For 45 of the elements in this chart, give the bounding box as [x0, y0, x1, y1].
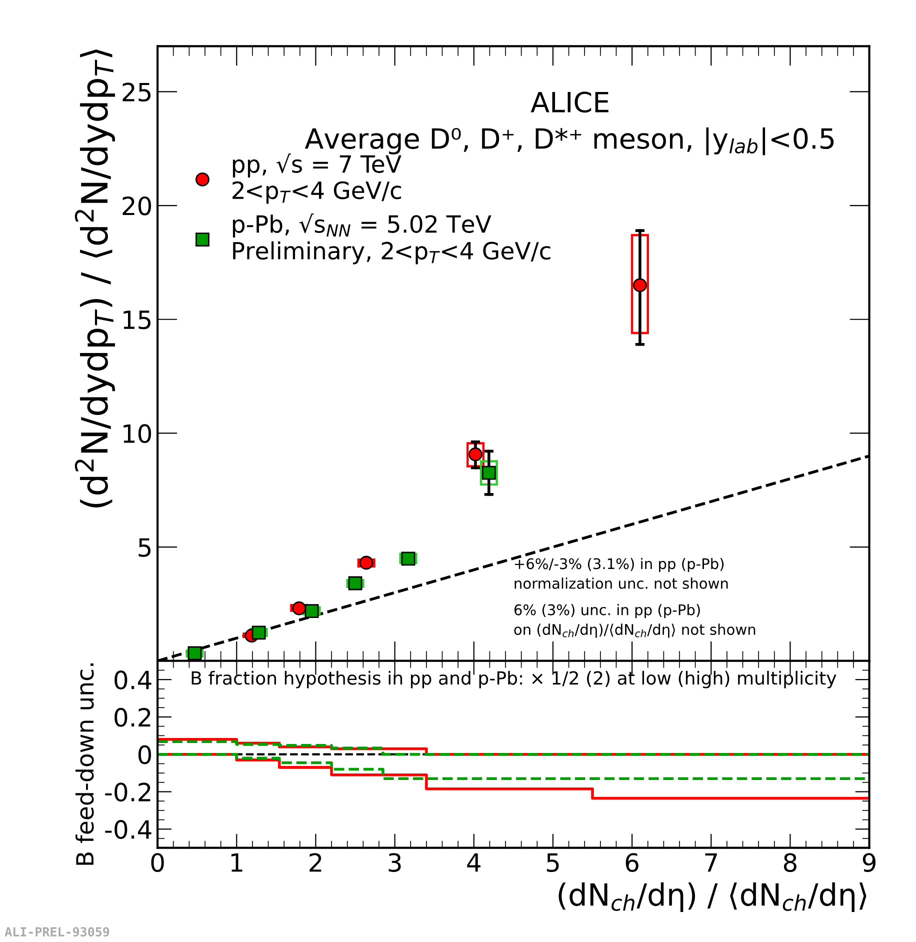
- y-tick-label: 25: [122, 82, 151, 102]
- point: [188, 646, 202, 660]
- annotation: +6%/-3% (3.1%) in pp (p-Pb) normalization unc. not shown: [514, 558, 728, 589]
- x-axis-title: (dN$_{ch}$/dη) / ⟨dN$_{ch}$/dη⟩: [558, 882, 866, 912]
- x-tick-label: 7: [705, 853, 717, 872]
- bar: [346, 578, 364, 588]
- bar: [480, 460, 498, 486]
- y-tick-label: 0.2: [114, 708, 150, 727]
- y-tick-label: 5: [138, 538, 151, 557]
- x-tick-label: 4: [467, 853, 480, 872]
- y-axis-title: B feed-down unc.: [76, 663, 94, 865]
- x-tick-label: 8: [784, 853, 796, 872]
- bar: [186, 650, 204, 658]
- bar: [250, 628, 268, 637]
- x-tick-label: 3: [388, 853, 401, 872]
- annotation: Average D⁰, D⁺, D*⁺ meson, |y$_{lab}$|<0.5: [304, 127, 834, 156]
- bar: [357, 558, 376, 568]
- y-tick-label: 0.4: [114, 670, 152, 690]
- annotation: 6% (3%) unc. in pp (p-Pb) on (dN$_{ch}$/dη)/⟨dN$_{ch}$/dη⟩ not shown: [514, 604, 756, 638]
- annotation: B fraction hypothesis in pp and p-Pb: × 1/2 (2) at low (high) multiplicity: [192, 670, 836, 688]
- bar: [302, 606, 321, 616]
- y-tick-label: -0.4: [105, 820, 152, 839]
- x-tick-label: 1: [231, 853, 242, 872]
- y-tick-label: 20: [122, 196, 152, 216]
- bar: [630, 234, 649, 334]
- x-tick-label: 9: [862, 853, 876, 872]
- point: [304, 604, 319, 618]
- legend-label: p-Pb, √s$_{NN}$ = 5.02 TeV Preliminary, 2<p$_{T}$<4 GeV/c: [232, 213, 550, 264]
- point: [348, 576, 362, 590]
- x-tick-label: 5: [546, 853, 559, 872]
- y-tick-label: -0.2: [105, 782, 150, 802]
- x-tick-label: 0: [151, 853, 164, 872]
- text: ALI-PREL-93059: [4, 927, 110, 937]
- x-tick-label: 2: [310, 853, 322, 872]
- annotation: ALICE: [530, 92, 608, 113]
- x-tick-label: 6: [626, 853, 638, 872]
- y-tick-label: 10: [124, 424, 152, 444]
- y-tick-label: 15: [124, 310, 151, 330]
- point: [292, 601, 306, 616]
- point: [359, 556, 374, 570]
- y-tick-label: 0: [138, 745, 152, 764]
- bar: [466, 442, 484, 468]
- point: [633, 278, 647, 292]
- text: (d$^{2}$N/dydp$_{T}$) / ⟨d$^{2}$N/dydp$_{T}$⟩: [74, 49, 115, 508]
- point: [252, 626, 266, 640]
